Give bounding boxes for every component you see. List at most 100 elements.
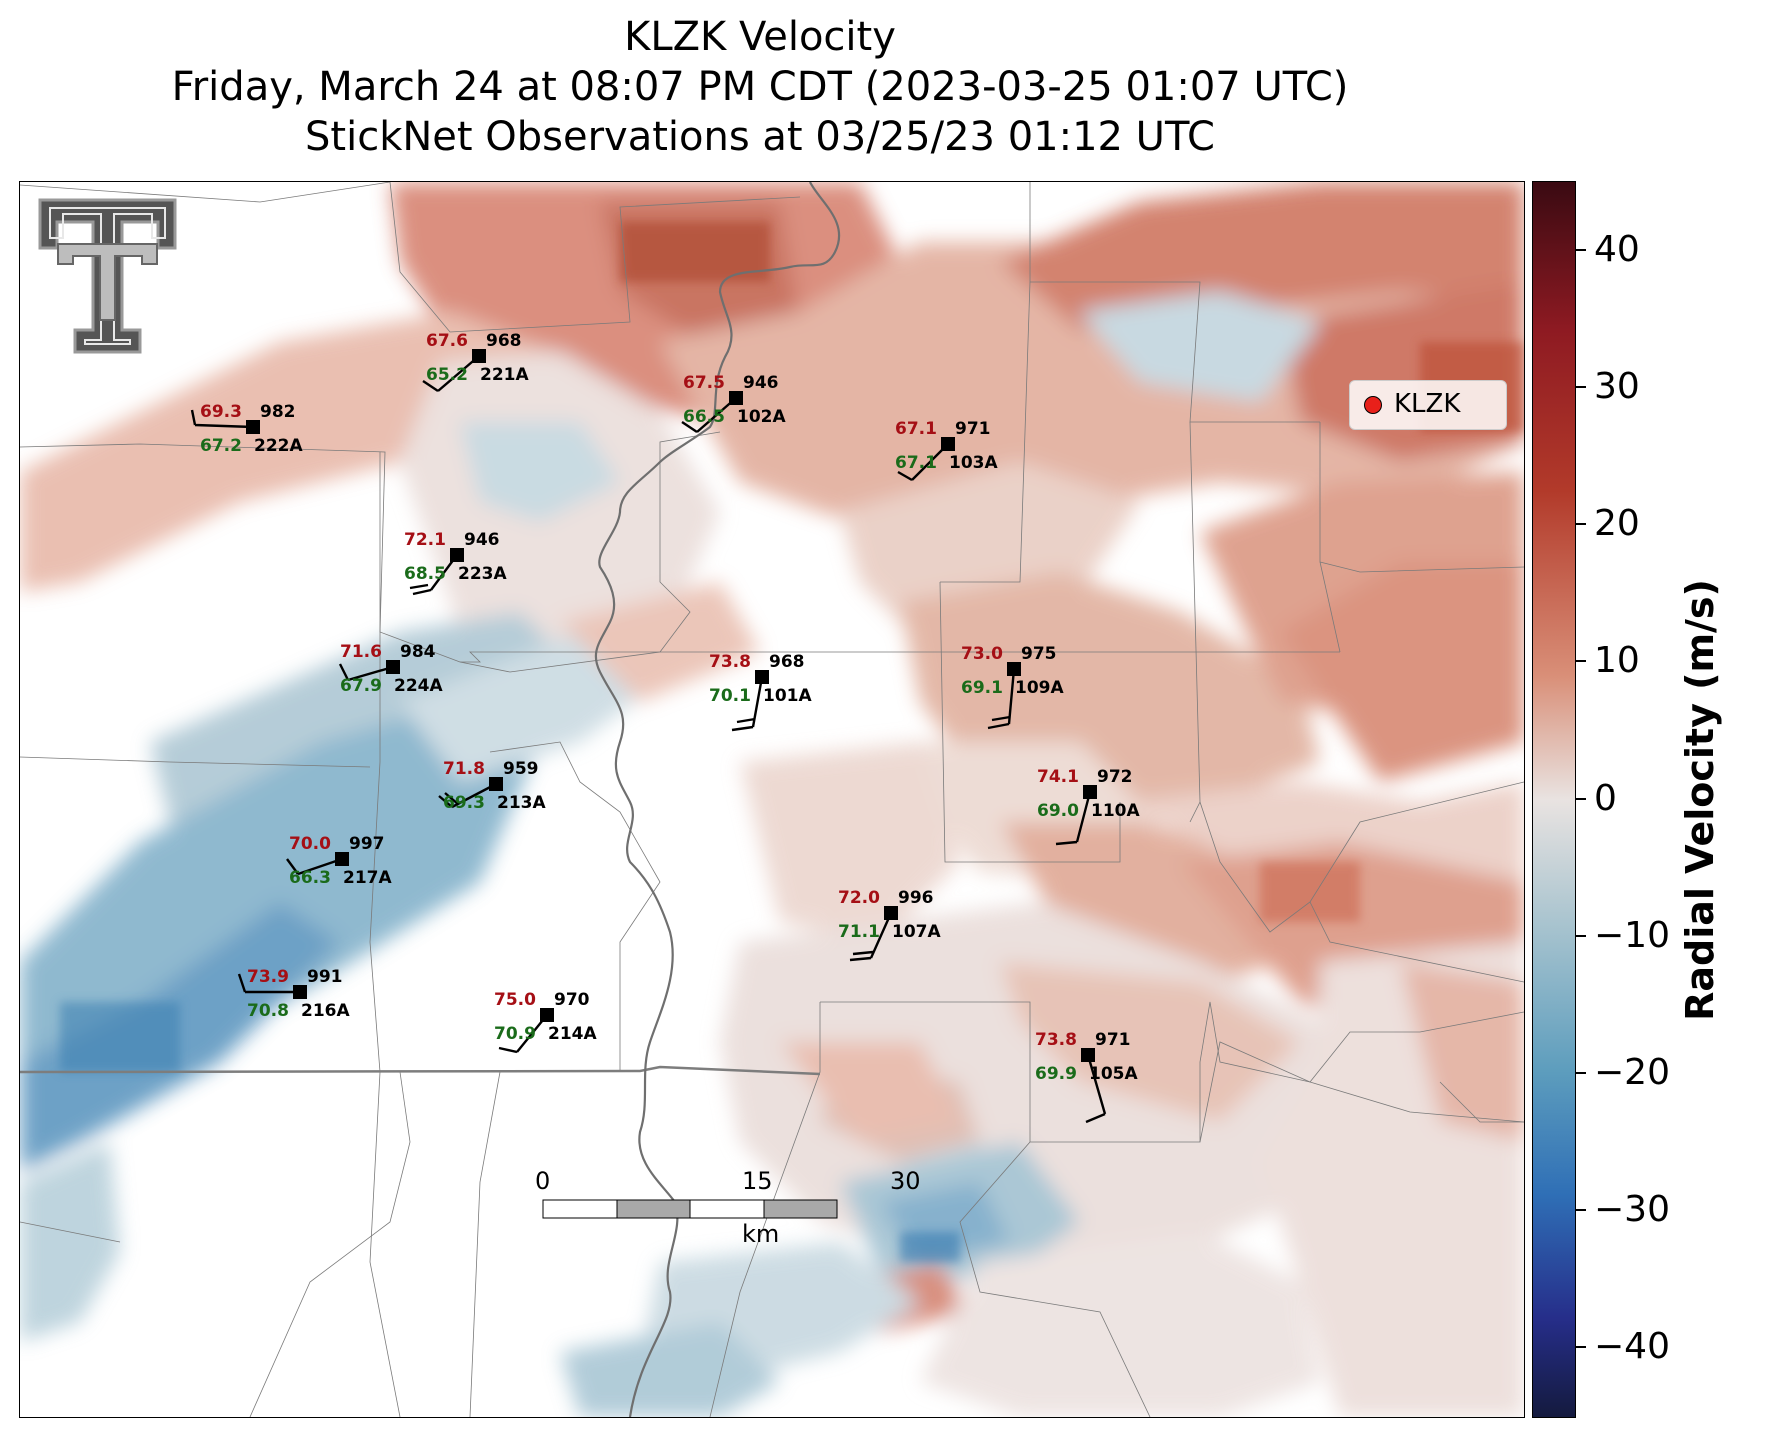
station-217A: 70.0 997 66.3 217A: [286, 834, 392, 888]
station-dewpoint: 66.3: [289, 868, 331, 888]
colorbar-tick-mark: [1576, 385, 1586, 388]
station-id: 221A: [480, 365, 529, 385]
station-pressure: 959: [503, 759, 539, 779]
station-marker-icon: [884, 906, 898, 920]
station-temperature: 69.3: [200, 402, 242, 422]
wind-barb-icon: [849, 912, 893, 962]
station-temperature: 75.0: [494, 990, 536, 1010]
station-107A: 72.0 996 71.1 107A: [838, 888, 941, 962]
station-dewpoint: 69.9: [1035, 1064, 1077, 1084]
station-224A: 71.6 984 67.9 224A: [338, 642, 443, 696]
station-214A: 75.0 970 70.9 214A: [494, 990, 597, 1054]
wind-barb-icon: [987, 668, 1016, 730]
station-temperature: 73.8: [1035, 1030, 1077, 1050]
station-id: 107A: [892, 922, 941, 942]
station-pressure: 971: [1095, 1030, 1131, 1050]
station-pressure: 946: [464, 530, 500, 550]
station-pressure: 968: [769, 652, 805, 672]
colorbar-tick-label: 0: [1594, 777, 1617, 819]
station-pressure: 997: [349, 834, 385, 854]
station-213A: 71.8 959 69.3 213A: [438, 759, 546, 813]
station-id: 103A: [949, 453, 998, 473]
colorbar-tick-label: 40: [1594, 228, 1640, 270]
map-subtitle-observations: StickNet Observations at 03/25/23 01:12 …: [305, 114, 1215, 160]
scale-unit-label: km: [742, 1220, 780, 1248]
colorbar-tick-label: −40: [1594, 1326, 1670, 1368]
station-dewpoint: 69.0: [1037, 801, 1079, 821]
radar-map[interactable]: 67.6 968 65.2 221A 69.3 982 67.2 222A 67.5 946 66.…: [19, 181, 1525, 1418]
station-222A: 69.3 982 67.2 222A: [190, 402, 303, 456]
scale-bar: [542, 1199, 838, 1219]
station-pressure: 991: [307, 967, 343, 987]
wind-barb-icon: [237, 973, 300, 994]
colorbar-tick-label: −10: [1594, 914, 1670, 956]
wind-barb-icon: [1085, 1054, 1107, 1124]
colorbar-tick-label: 30: [1594, 365, 1640, 407]
station-101A: 73.8 968 70.1 101A: [709, 652, 812, 732]
station-pressure: 946: [743, 373, 779, 393]
station-marker-icon: [729, 391, 743, 405]
map-legend: KLZK: [1349, 380, 1507, 430]
station-dewpoint: 69.1: [961, 678, 1003, 698]
station-marker-icon: [335, 852, 349, 866]
station-temperature: 67.6: [426, 331, 468, 351]
wind-barb-icon: [438, 782, 497, 809]
station-marker-icon: [1081, 1048, 1095, 1062]
station-109A: 73.0 975 69.1 109A: [961, 644, 1064, 730]
station-id: 213A: [497, 793, 546, 813]
station-temperature: 73.8: [709, 652, 751, 672]
station-110A: 74.1 972 69.0 110A: [1037, 767, 1140, 846]
station-id: 214A: [548, 1024, 597, 1044]
station-id: 224A: [394, 676, 443, 696]
river-line: [594, 182, 841, 1417]
station-pressure: 972: [1097, 767, 1133, 787]
station-dewpoint: 65.2: [426, 365, 468, 385]
station-temperature: 74.1: [1037, 767, 1079, 787]
station-id: 102A: [737, 407, 786, 427]
station-223A: 72.1 946 68.5 223A: [404, 530, 507, 596]
station-temperature: 67.5: [683, 373, 725, 393]
station-marker-icon: [489, 777, 503, 791]
station-marker-icon: [293, 985, 307, 999]
station-marker-icon: [472, 349, 486, 363]
station-marker-icon: [246, 420, 260, 434]
wind-barb-icon: [1055, 791, 1092, 846]
station-102A: 67.5 946 66.5 102A: [681, 373, 786, 433]
station-id: 105A: [1089, 1064, 1138, 1084]
station-dewpoint: 66.5: [683, 407, 725, 427]
county-boundaries: [20, 182, 1524, 1417]
colorbar-label: Radial Velocity (m/s): [1678, 579, 1722, 1021]
station-marker-icon: [755, 670, 769, 684]
station-temperature: 73.9: [247, 967, 289, 987]
station-dewpoint: 67.1: [895, 453, 937, 473]
station-id: 101A: [763, 686, 812, 706]
station-dewpoint: 68.5: [404, 564, 446, 584]
station-temperature: 72.1: [404, 530, 446, 550]
wind-barb-icon: [286, 857, 343, 876]
station-221A: 67.6 968 65.2 221A: [422, 331, 529, 392]
colorbar-tick-mark: [1576, 660, 1586, 663]
station-id: 217A: [343, 868, 392, 888]
station-temperature: 67.1: [895, 419, 937, 439]
station-temperature: 71.6: [340, 642, 382, 662]
station-marker-icon: [941, 437, 955, 451]
station-marker-icon: [450, 548, 464, 562]
klzk-radar-marker-icon: [1364, 396, 1382, 414]
station-105A: 73.8 971 69.9 105A: [1035, 1030, 1138, 1124]
station-id: 110A: [1091, 801, 1140, 821]
station-pressure: 975: [1021, 644, 1057, 664]
velocity-field: [20, 182, 1524, 1417]
station-dewpoint: 70.8: [247, 1001, 289, 1021]
station-pressure: 970: [554, 990, 590, 1010]
station-id: 216A: [301, 1001, 350, 1021]
station-dewpoint: 70.9: [494, 1024, 536, 1044]
station-216A: 73.9 991 70.8 216A: [237, 967, 350, 1021]
station-temperature: 70.0: [289, 834, 331, 854]
colorbar-tick-label: 10: [1594, 640, 1640, 682]
colorbar-tick-label: 20: [1594, 503, 1640, 545]
colorbar-tick-label: −30: [1594, 1189, 1670, 1231]
texas-tech-double-t-logo: [38, 198, 177, 354]
station-pressure: 982: [260, 402, 296, 422]
colorbar-tick-mark: [1576, 1209, 1586, 1212]
station-pressure: 996: [898, 888, 934, 908]
